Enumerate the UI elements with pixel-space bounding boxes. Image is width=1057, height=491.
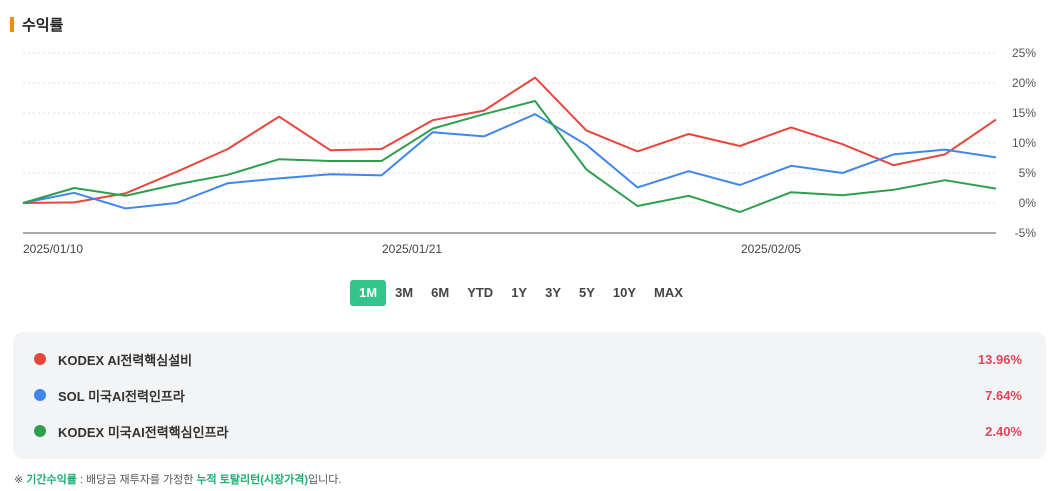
footnote-term: 기간수익률 (26, 474, 77, 486)
y-tick-label: 0% (1019, 196, 1037, 210)
y-tick-label: 25% (1012, 46, 1036, 60)
y-tick-label: 15% (1012, 106, 1036, 120)
period-tab-3y[interactable]: 3Y (545, 285, 561, 300)
legend-value: 7.64% (985, 387, 1022, 403)
footnote-middle: : 배당금 재투자를 가정한 (76, 474, 197, 486)
legend-row: KODEX 미국AI전력핵심인프라 2.40% (13, 419, 1046, 443)
footnote-prefix: ※ (14, 474, 27, 486)
y-tick-label: 20% (1012, 76, 1036, 90)
period-tab-ytd[interactable]: YTD (467, 285, 494, 300)
x-tick-label: 2025/01/21 (382, 242, 442, 256)
period-tab-3m[interactable]: 3M (395, 285, 414, 300)
legend-dot-icon (34, 425, 46, 437)
legend-name: KODEX 미국AI전력핵심인프라 (58, 424, 229, 440)
y-tick-label: 5% (1019, 166, 1037, 180)
y-tick-label: 10% (1012, 136, 1036, 150)
section-title: 수익률 (22, 17, 64, 34)
period-tab-6m[interactable]: 6M (431, 285, 450, 300)
y-tick-label: -5% (1015, 226, 1037, 240)
legend-row: KODEX AI전력핵심설비 13.96% (13, 347, 1046, 371)
x-tick-label: 2025/02/05 (741, 242, 801, 256)
section-header: 수익률 (10, 14, 63, 35)
series-line-3 (22, 100, 997, 213)
period-tab-5y[interactable]: 5Y (579, 285, 595, 300)
return-line-chart: 25% 20% 15% 10% 5% 0% -5% 2025/01/10 2025/01/21 2… (22, 46, 1037, 256)
x-tick-label: 2025/01/10 (23, 242, 83, 256)
footnote: ※ 기간수익률 : 배당금 재투자를 가정한 누적 토탈리턴(시장가격)입니다. (14, 471, 341, 487)
legend-value: 2.40% (985, 423, 1022, 439)
series-line-2 (22, 113, 997, 210)
legend-value: 13.96% (977, 351, 1022, 367)
period-selector: 1M 3M 6M YTD 1Y 3Y 5Y 10Y MAX (350, 280, 692, 306)
series-line-1 (22, 76, 997, 204)
legend-panel: KODEX AI전력핵심설비 13.96% SOL 미국AI전력인프라 7.64% KO… (13, 332, 1046, 459)
legend-dot-icon (34, 353, 46, 365)
title-accent-bar (10, 17, 14, 32)
period-tab-1m[interactable]: 1M (350, 280, 387, 306)
period-tab-10y[interactable]: 10Y (612, 285, 637, 300)
legend-name: SOL 미국AI전력인프라 (58, 388, 185, 404)
legend-row: SOL 미국AI전력인프라 7.64% (13, 383, 1046, 407)
footnote-highlight: 누적 토탈리턴(시장가격) (196, 474, 309, 486)
period-tab-max[interactable]: MAX (654, 285, 683, 300)
legend-dot-icon (34, 389, 46, 401)
footnote-suffix: 입니다. (308, 474, 342, 486)
legend-name: KODEX AI전력핵심설비 (58, 352, 193, 368)
period-tab-1y[interactable]: 1Y (511, 285, 528, 300)
